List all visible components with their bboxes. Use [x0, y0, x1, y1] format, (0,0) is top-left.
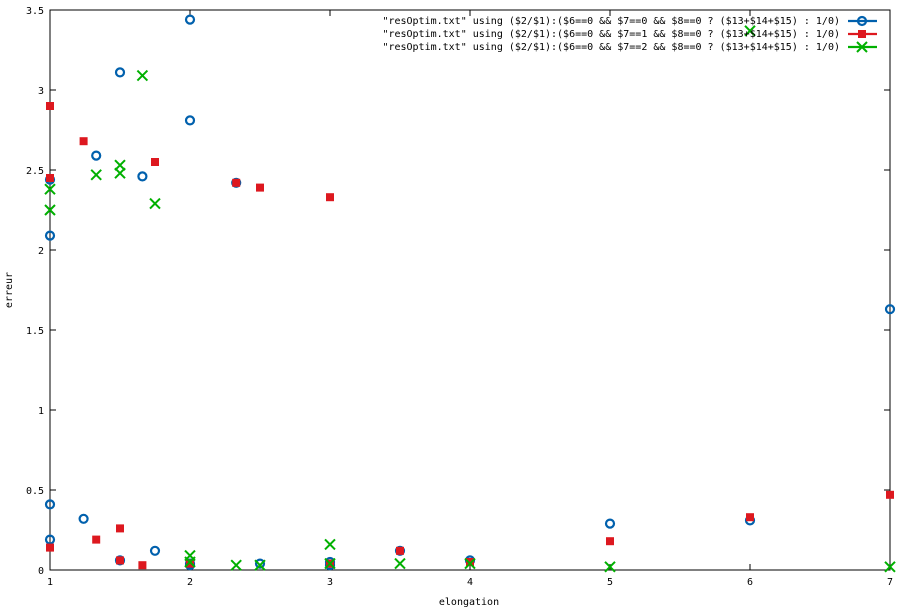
data-point	[116, 524, 124, 533]
series-2-points	[46, 102, 894, 570]
data-point	[114, 167, 126, 179]
data-point	[184, 115, 196, 126]
data-point	[184, 14, 196, 25]
data-point	[184, 556, 196, 568]
y-tick-label: 0	[38, 566, 44, 577]
plot-border	[49, 9, 891, 571]
data-point	[149, 197, 161, 210]
x-tick-label: 6	[747, 577, 753, 588]
data-point	[254, 559, 266, 571]
data-point	[744, 25, 756, 37]
data-point	[44, 499, 56, 510]
data-point	[79, 137, 88, 146]
data-point	[46, 543, 54, 552]
y-tick-label: 3	[38, 86, 44, 97]
data-point	[44, 204, 56, 216]
y-tick-label: 1.5	[26, 326, 44, 337]
data-point	[44, 230, 56, 241]
data-point	[116, 556, 124, 565]
x-axis-title: elongation	[439, 597, 499, 608]
data-point	[604, 561, 616, 573]
data-point	[254, 558, 266, 569]
x-marker-stroke	[114, 167, 126, 179]
x-tick-label: 2	[187, 577, 193, 588]
y-tick-label: 1	[38, 406, 44, 417]
legend-marker-series-3	[856, 41, 868, 53]
y-tick-label: 0.5	[26, 486, 44, 497]
data-point	[464, 557, 476, 570]
data-point	[326, 193, 334, 202]
data-point	[324, 557, 336, 570]
data-point	[886, 490, 894, 499]
data-point	[46, 102, 54, 110]
legend-marker-series-1	[856, 15, 868, 27]
y-axis-title: erreur	[4, 272, 15, 308]
series-3-points	[44, 25, 896, 573]
x-tick-label: 3	[327, 577, 333, 588]
data-point	[91, 150, 102, 161]
data-point	[46, 174, 54, 182]
data-point	[606, 537, 614, 546]
data-point	[396, 546, 404, 555]
x-marker-stroke	[744, 25, 756, 37]
x-marker-stroke	[136, 69, 149, 82]
x-marker-stroke	[324, 557, 336, 570]
data-point	[114, 67, 126, 78]
data-point	[466, 558, 474, 566]
data-point	[394, 557, 406, 570]
data-point	[44, 183, 56, 195]
data-point	[186, 559, 194, 568]
x-marker-stroke	[604, 561, 616, 573]
data-point	[90, 169, 102, 181]
legend-label-series-3: "resOptim.txt" using ($2/$1):($6==0 && $…	[382, 42, 840, 53]
series-1-points	[44, 14, 896, 571]
data-point	[232, 178, 241, 187]
y-tick-label: 2.5	[26, 166, 44, 177]
data-point	[92, 535, 101, 544]
data-point	[746, 513, 754, 522]
data-point	[230, 559, 242, 571]
legend-label-series-2: "resOptim.txt" using ($2/$1):($6==0 && $…	[382, 29, 840, 40]
x-marker-stroke	[44, 204, 56, 216]
axis-tick-labels: 1 2 3 4 5 6 7 0 0.5 1 1.5 2 2.5 3 3.5	[26, 6, 893, 588]
data-point	[324, 538, 336, 551]
data-point	[256, 183, 264, 192]
data-point	[137, 171, 148, 182]
data-point	[149, 545, 161, 556]
x-tick-label: 5	[607, 577, 613, 588]
data-point	[138, 561, 147, 570]
x-marker-stroke	[184, 556, 196, 568]
legend: "resOptim.txt" using ($2/$1):($6==0 && $…	[382, 15, 877, 53]
data-points	[44, 14, 896, 573]
axis-ticks	[49, 9, 891, 571]
y-tick-label: 2	[38, 246, 44, 257]
x-marker-stroke	[884, 561, 896, 573]
x-marker-stroke	[44, 183, 56, 195]
x-tick-label: 1	[47, 577, 53, 588]
data-point	[604, 518, 616, 529]
data-point	[78, 513, 89, 524]
data-point	[136, 69, 149, 82]
x-marker-stroke	[149, 197, 161, 210]
legend-label-series-1: "resOptim.txt" using ($2/$1):($6==0 && $…	[382, 16, 840, 27]
plot-frame	[49, 9, 891, 571]
legend-marker-series-2	[858, 30, 866, 38]
x-marker-stroke	[230, 559, 242, 571]
x-marker-stroke	[464, 557, 476, 570]
x-tick-label: 4	[467, 577, 473, 588]
x-marker-stroke	[254, 559, 266, 571]
data-point	[884, 304, 896, 315]
x-marker-stroke	[324, 538, 336, 551]
x-marker-stroke	[856, 41, 868, 53]
x-marker-stroke	[90, 169, 102, 181]
x-marker-stroke	[394, 557, 406, 570]
data-point	[884, 561, 896, 573]
y-tick-label: 3.5	[26, 6, 44, 17]
data-point	[151, 158, 159, 166]
x-tick-label: 7	[887, 577, 893, 588]
